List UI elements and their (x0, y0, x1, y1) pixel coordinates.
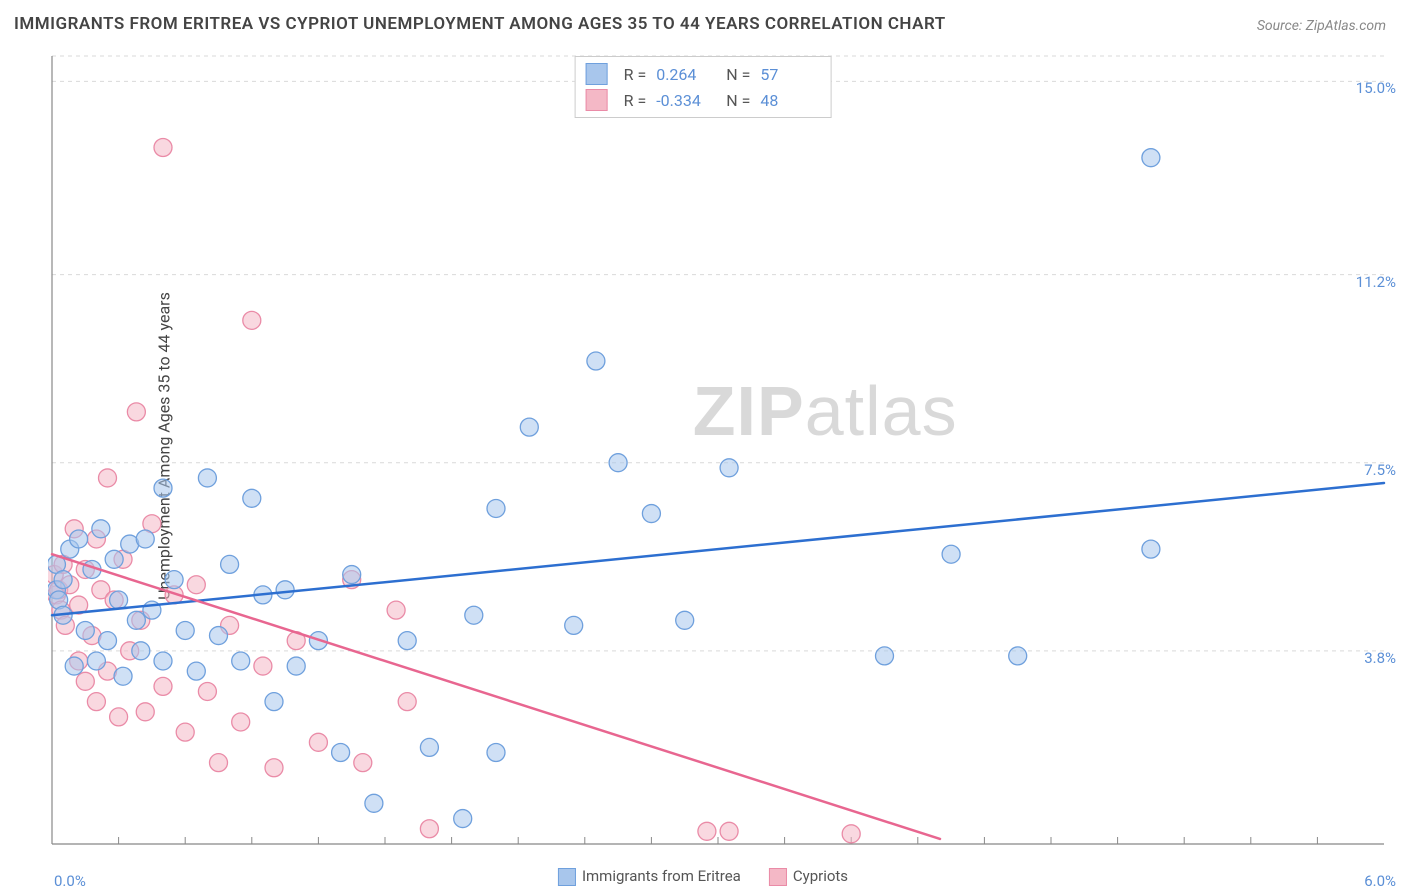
series-legend: Immigrants from Eritrea Cypriots (558, 867, 848, 886)
scatter-chart-svg (48, 52, 1388, 850)
chart-area: ZIPatlas (48, 52, 1388, 850)
r-label: R = (624, 91, 647, 110)
n-label: N = (726, 65, 750, 84)
legend-swatch (558, 868, 576, 886)
r-value: 0.264 (656, 65, 716, 84)
correlation-legend-row: R = 0.264 N = 57 (586, 61, 821, 87)
legend-swatch (586, 63, 608, 85)
n-label: N = (726, 91, 750, 110)
x-tick-label: 0.0% (54, 872, 86, 890)
n-value: 48 (760, 91, 820, 110)
r-label: R = (624, 65, 647, 84)
correlation-legend-row: R = -0.334 N = 48 (586, 87, 821, 113)
legend-label: Immigrants from Eritrea (582, 867, 741, 885)
legend-label: Cypriots (793, 867, 848, 885)
source-attribution: Source: ZipAtlas.com (1257, 18, 1386, 34)
y-tick-label: 11.2% (1356, 273, 1396, 291)
y-tick-label: 7.5% (1364, 461, 1396, 479)
n-value: 57 (760, 65, 820, 84)
legend-item: Cypriots (769, 867, 848, 886)
x-tick-label: 6.0% (1364, 872, 1396, 890)
correlation-legend: R = 0.264 N = 57 R = -0.334 N = 48 (575, 56, 832, 118)
legend-item: Immigrants from Eritrea (558, 867, 741, 886)
y-tick-label: 3.8% (1364, 649, 1396, 667)
chart-title: IMMIGRANTS FROM ERITREA VS CYPRIOT UNEMP… (14, 14, 946, 34)
y-tick-label: 15.0% (1356, 79, 1396, 97)
legend-swatch (769, 868, 787, 886)
legend-swatch (586, 89, 608, 111)
r-value: -0.334 (656, 91, 716, 110)
